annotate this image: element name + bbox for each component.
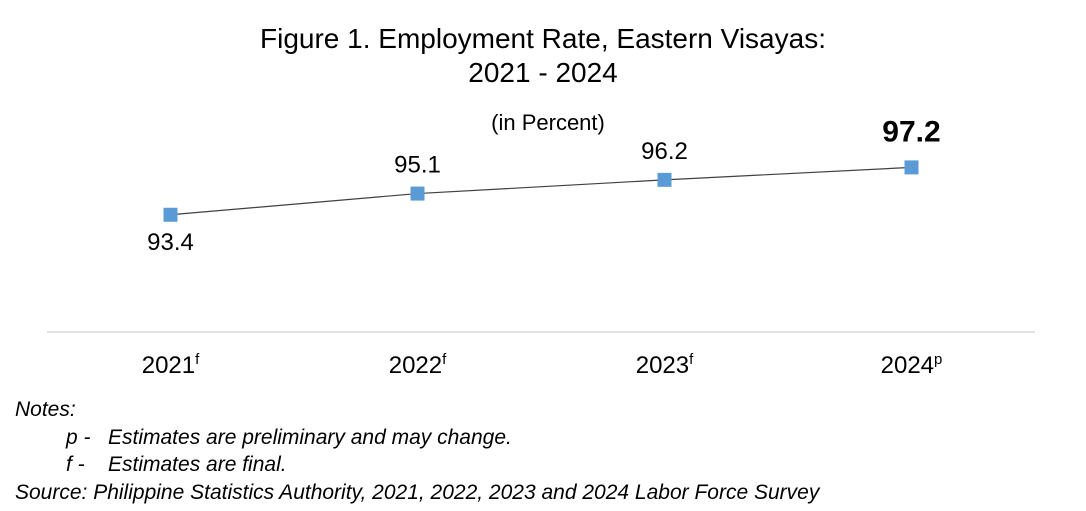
data-point-marker <box>410 186 425 201</box>
data-point-marker <box>657 172 672 187</box>
x-tick-label: 2023f <box>636 351 694 379</box>
note-final: f - Estimates are final. <box>15 451 1075 479</box>
chart-subtitle: (in Percent) <box>491 110 605 135</box>
notes-heading: Notes: <box>15 398 76 421</box>
x-tick-label: 2021f <box>142 351 200 379</box>
data-label: 95.1 <box>394 152 441 179</box>
data-point-marker <box>904 160 919 175</box>
x-tick-label: 2024p <box>881 351 943 379</box>
note-key-f: f - <box>66 453 85 476</box>
x-tick-label: 2022f <box>389 351 447 379</box>
line-chart: 2021f 2022f 2023f 2024p 93.4 95.1 96.2 97.2 <box>47 115 1035 379</box>
note-text-f: Estimates are final. <box>108 453 287 476</box>
chart-title-years: 2021 - 2024 <box>468 57 618 88</box>
chart-title: Figure 1. Employment Rate, Eastern Visay… <box>260 23 826 54</box>
note-key-p: p - <box>66 425 91 449</box>
note-text-p: Estimates are preliminary and may change… <box>108 425 512 449</box>
data-point-marker <box>163 207 178 222</box>
series-line <box>170 166 912 216</box>
notes-block: Notes: p - Estimates are preliminary and … <box>15 396 1075 506</box>
note-preliminary: p - Estimates are preliminary and may cha… <box>15 424 1075 452</box>
data-label: 97.2 <box>882 115 940 148</box>
data-label: 96.2 <box>641 138 688 165</box>
data-label: 93.4 <box>147 229 194 256</box>
source-note: Source: Philippine Statistics Authority,… <box>15 480 820 504</box>
